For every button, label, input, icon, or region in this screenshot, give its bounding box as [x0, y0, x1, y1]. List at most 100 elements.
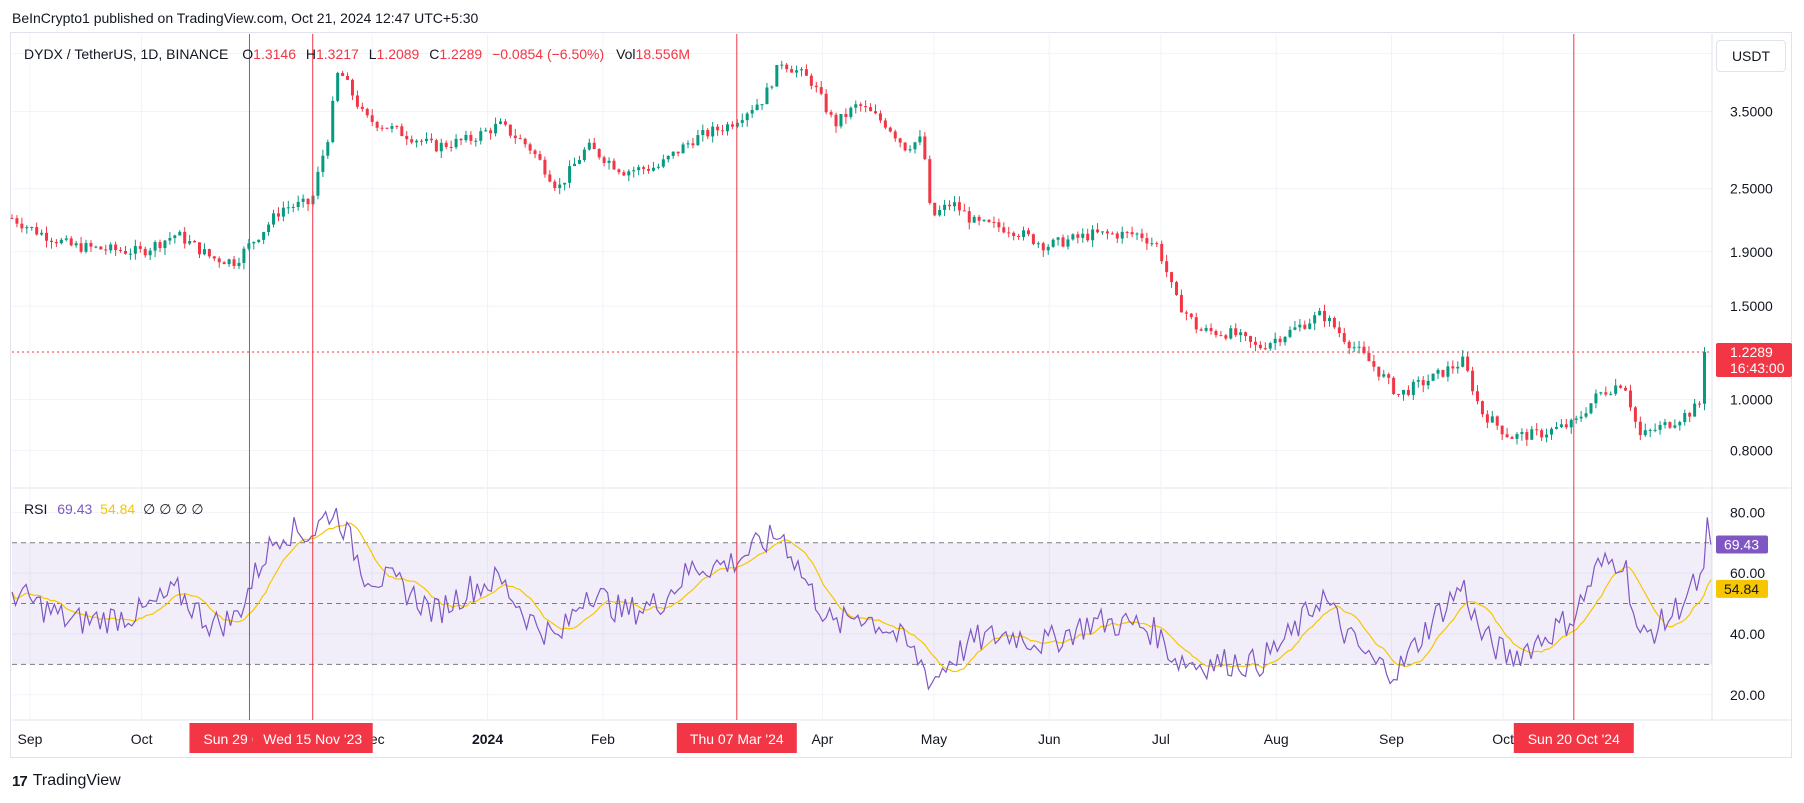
rsi-tick-label: 80.00 [1730, 504, 1765, 520]
candle-body [1100, 231, 1104, 233]
volume-value: 18.556M [635, 46, 691, 62]
candle-body [49, 240, 53, 242]
candle-body [898, 138, 902, 143]
candle-body [1698, 403, 1702, 405]
rsi-value-label: 69.43 [1724, 536, 1759, 552]
candle-body [1579, 416, 1583, 419]
candle-body [128, 253, 132, 255]
candle-body [992, 222, 996, 224]
price-tick-label: 3.5000 [1730, 103, 1773, 119]
time-axis-label: Apr [811, 731, 833, 747]
candle-body [1323, 310, 1327, 322]
candle-body [1461, 356, 1465, 367]
candle-body [94, 246, 98, 248]
candle-body [262, 232, 266, 240]
candle-body [198, 242, 202, 255]
open-label: O [242, 46, 254, 62]
candle-body [1624, 387, 1628, 391]
rsi-ma-badge [1716, 579, 1768, 598]
candle-body [1189, 313, 1193, 318]
candle-body [883, 120, 887, 128]
event-marker-badge[interactable] [1513, 723, 1634, 753]
rsi-name[interactable]: RSI [24, 501, 48, 517]
candle-body [252, 241, 256, 244]
candle-body [1155, 243, 1159, 245]
candle-body [1500, 425, 1504, 435]
candle-body [499, 121, 503, 124]
candle-body [163, 240, 167, 249]
candle-body [1017, 235, 1021, 237]
candle-body [824, 93, 828, 113]
candle-body [1135, 233, 1139, 235]
candle-body [1564, 424, 1568, 428]
candle-body [617, 169, 621, 173]
candle-body [528, 144, 532, 151]
candle-body [1550, 428, 1554, 435]
candle-body [489, 130, 493, 134]
time-axis-label: Sep [18, 731, 43, 747]
candle-body [1273, 338, 1277, 344]
candle-body [242, 248, 246, 263]
currency-button[interactable]: USDT [1716, 40, 1786, 72]
candle-body [79, 243, 83, 252]
candle-body [1150, 243, 1154, 245]
candle-body [563, 182, 567, 185]
candle-body [1638, 421, 1642, 436]
candle-body [997, 222, 1001, 228]
rsi-ma-legend-value: 54.84 [100, 501, 136, 517]
candle-body [1416, 380, 1420, 382]
candle-body [888, 127, 892, 132]
candle-body [750, 110, 754, 114]
candle-body [1471, 370, 1475, 392]
candle-body [1076, 234, 1080, 238]
candle-body [844, 113, 848, 117]
candle-body [1619, 385, 1623, 388]
candle-body [1382, 374, 1386, 377]
candle-body [1510, 437, 1514, 439]
candle-body [1352, 347, 1356, 349]
candle-body [1071, 234, 1075, 240]
candle-body [439, 142, 443, 152]
candle-body [1214, 331, 1218, 336]
candle-body [735, 122, 739, 127]
time-axis-label: Jul [1152, 731, 1170, 747]
candle-body [1569, 419, 1573, 428]
publisher-line: BeInCrypto1 published on TradingView.com… [12, 10, 479, 26]
candle-body [1554, 427, 1558, 429]
candle-body [173, 235, 177, 238]
tradingview-logo: 17 [12, 772, 28, 790]
candle-body [415, 140, 419, 143]
candle-body [622, 172, 626, 176]
candle-body [1421, 380, 1425, 386]
candle-body [380, 127, 384, 129]
candle-body [913, 142, 917, 150]
candle-body [74, 243, 78, 246]
candle-body [1480, 401, 1484, 415]
volume-label: Vol [616, 46, 636, 62]
candle-body [878, 113, 882, 121]
candle-body [1505, 434, 1509, 438]
candle-body [849, 107, 853, 117]
candle-body [967, 211, 971, 223]
candle-body [760, 104, 764, 106]
close-label: C [429, 46, 440, 62]
candle-body [420, 140, 424, 142]
candle-body [1411, 381, 1415, 395]
candle-body [1066, 239, 1070, 247]
candle-body [809, 75, 813, 86]
candle-body [464, 134, 468, 141]
candle-body [336, 72, 340, 101]
candle-body [987, 219, 991, 223]
candle-body [1303, 324, 1307, 329]
candle-body [1594, 393, 1598, 404]
event-marker-badge[interactable] [252, 723, 373, 753]
rsi-extra-values: ∅ ∅ ∅ ∅ [143, 501, 204, 517]
candle-body [1609, 393, 1613, 395]
candle-body [938, 209, 942, 216]
candle-body [257, 239, 261, 242]
symbol-label[interactable]: DYDX / TetherUS, 1D, BINANCE [24, 46, 229, 62]
candle-body [706, 130, 710, 137]
candle-body [1446, 366, 1450, 377]
event-marker-badge[interactable] [676, 723, 797, 753]
